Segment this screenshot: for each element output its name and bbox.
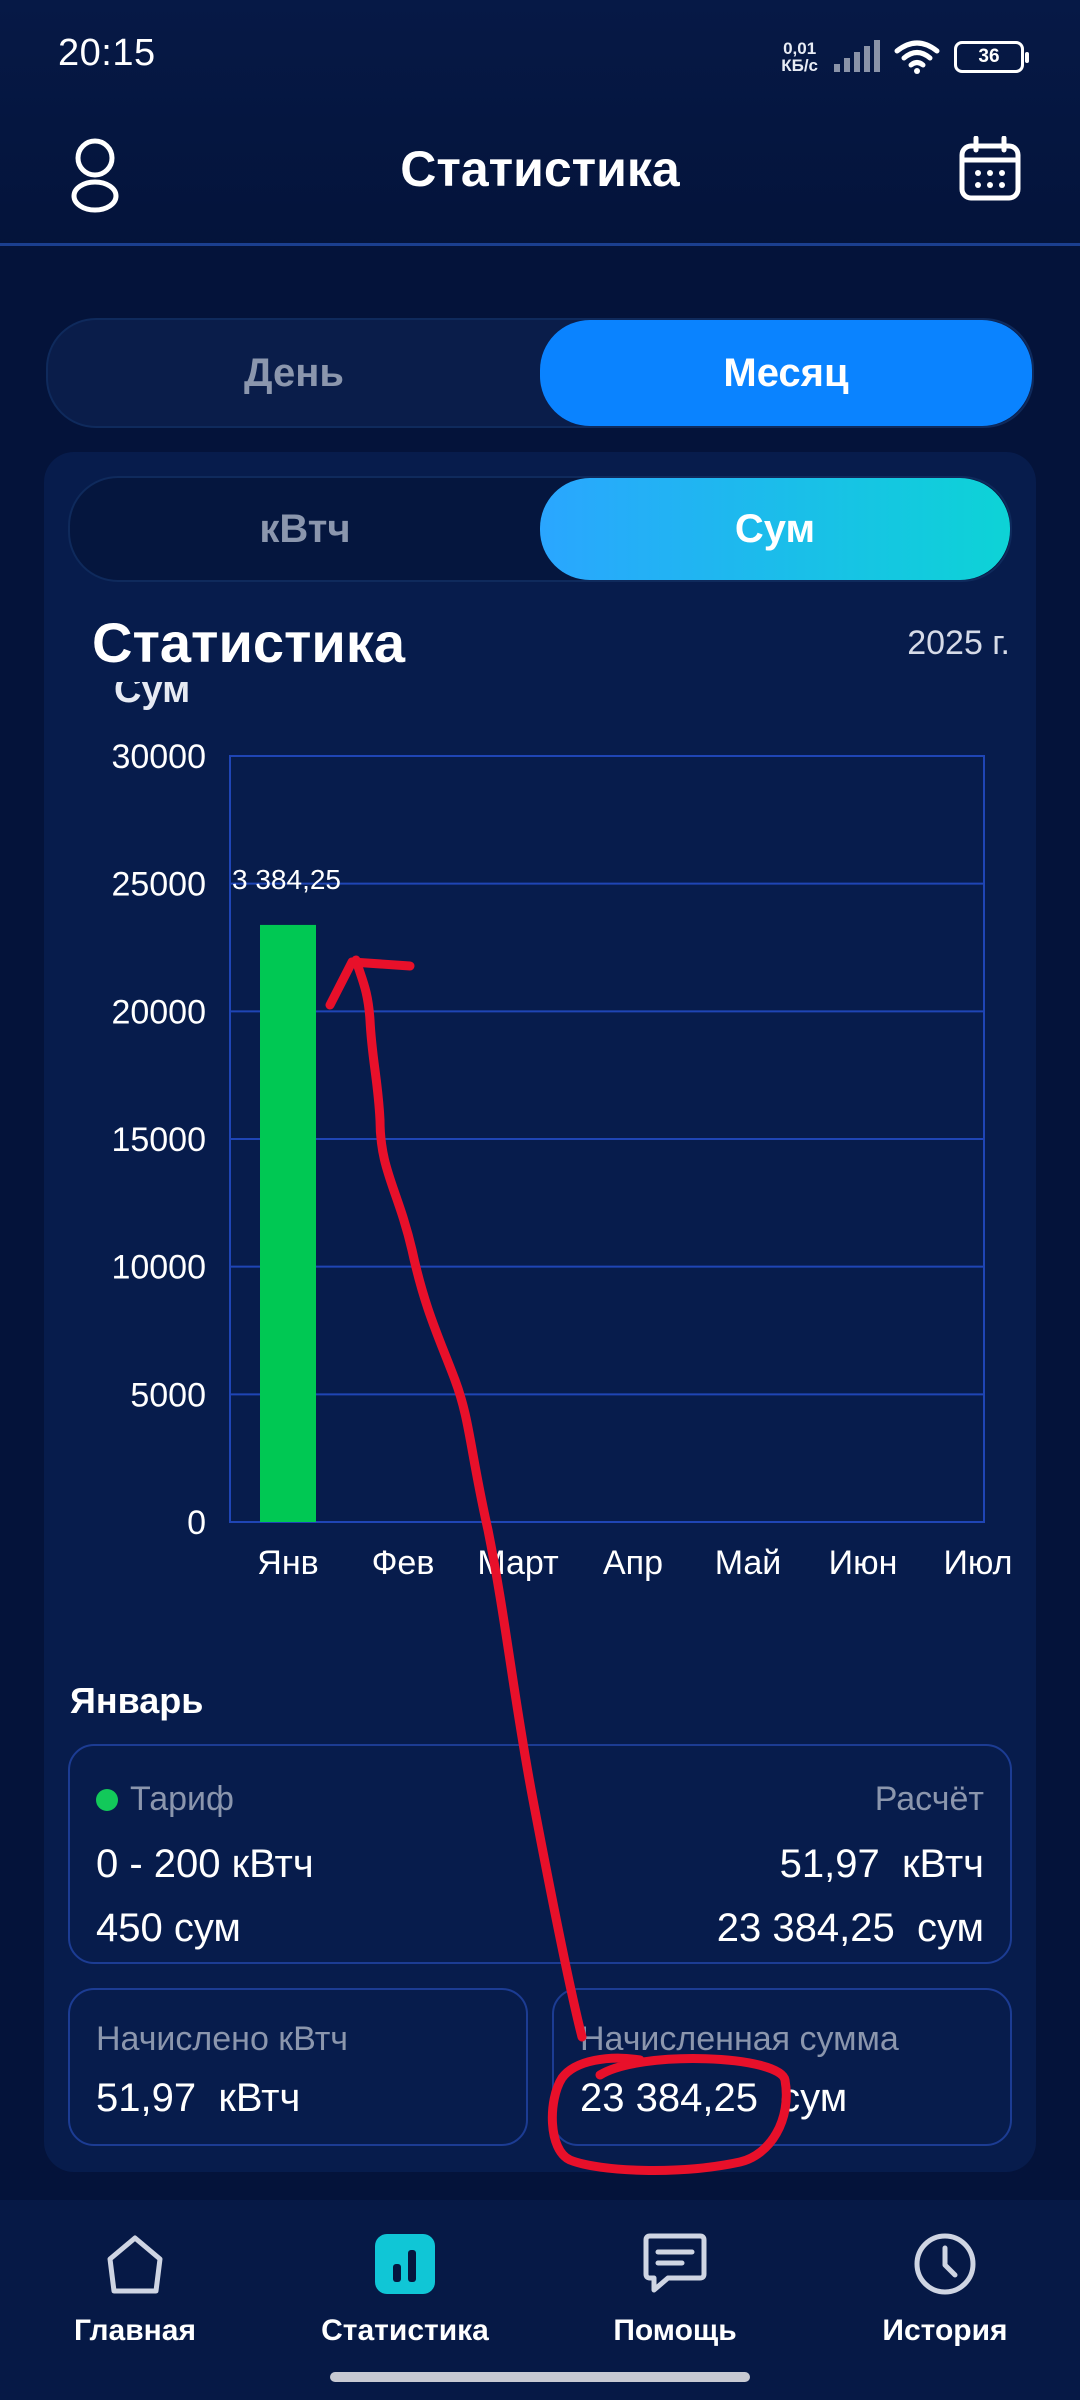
accrued-sum-label: Начисленная сумма bbox=[580, 2020, 899, 2058]
status-bar: 20:15 0,01 КБ/с 36 bbox=[0, 0, 1080, 110]
y-tick-label: 30000 bbox=[111, 738, 206, 776]
card-title: Статистика bbox=[92, 611, 406, 674]
calc-sum: 23 384,25 сум bbox=[716, 1906, 984, 1950]
calendar-icon[interactable] bbox=[958, 136, 1022, 202]
statistics-icon bbox=[375, 2234, 435, 2294]
tariff-label-row: Тариф bbox=[96, 1780, 234, 1819]
clock-icon bbox=[914, 2233, 976, 2295]
wifi-icon bbox=[894, 40, 940, 74]
period-toggle: День Месяц bbox=[46, 318, 1034, 428]
tariff-box: Тариф Расчёт 0 - 200 кВтч 51,97 кВтч 450… bbox=[68, 1744, 1012, 1964]
unit-toggle: кВтч Сум bbox=[68, 476, 1012, 582]
signal-icon bbox=[834, 40, 880, 72]
bottom-nav: Главная Статистика Помощь bbox=[0, 2200, 1080, 2400]
accrued-kwh-value: 51,97 кВтч bbox=[96, 2076, 301, 2120]
x-tick-label: Июн bbox=[829, 1544, 898, 1582]
home-indicator bbox=[330, 2372, 750, 2382]
month-title: Январь bbox=[70, 1680, 204, 1721]
tariff-dot bbox=[96, 1788, 118, 1811]
nav-home-label: Главная bbox=[73, 2314, 196, 2347]
calc-label: Расчёт bbox=[874, 1780, 984, 1818]
y-tick-label: 20000 bbox=[111, 993, 206, 1031]
page-title: Статистика bbox=[400, 141, 680, 197]
network-speed-value: 0,01 bbox=[783, 39, 817, 58]
x-tick-label: Март bbox=[477, 1544, 558, 1582]
tariff-label: Тариф bbox=[130, 1780, 235, 1818]
nav-history[interactable]: История bbox=[830, 2228, 1060, 2348]
bar-chart: Сум 30000 25000 20000 15000 10000 5000 0 Янв Фев М… bbox=[111, 682, 1012, 1582]
profile-icon[interactable] bbox=[60, 134, 130, 216]
accrued-sum-value: 23 384,25 сум bbox=[580, 2076, 848, 2120]
statistics-card: кВтч Сум Статистика 2025 г. Сум 30000 2500… bbox=[44, 452, 1036, 2172]
app-header: Статистика bbox=[0, 110, 1080, 246]
year-label[interactable]: 2025 г. bbox=[907, 624, 1010, 662]
nav-help-label: Помощь bbox=[613, 2314, 737, 2347]
status-time: 20:15 bbox=[58, 32, 156, 74]
x-tick-label: Апр bbox=[603, 1544, 663, 1582]
y-axis-title: Сум bbox=[114, 682, 190, 711]
nav-statistics[interactable]: Статистика bbox=[290, 2228, 520, 2348]
tariff-range: 0 - 200 кВтч bbox=[96, 1842, 314, 1886]
network-speed: 0,01 КБ/с bbox=[781, 40, 818, 74]
x-tick-label: Янв bbox=[257, 1544, 318, 1582]
network-speed-unit: КБ/с bbox=[781, 56, 818, 75]
accrued-kwh-box: Начислено кВтч 51,97 кВтч bbox=[68, 1988, 528, 2146]
accrued-kwh-label: Начислено кВтч bbox=[96, 2020, 349, 2058]
chat-icon bbox=[643, 2233, 707, 2293]
y-tick-label: 0 bbox=[187, 1504, 206, 1542]
calc-kwh: 51,97 кВтч bbox=[779, 1842, 984, 1886]
tab-sum[interactable]: Сум bbox=[540, 478, 1010, 580]
bar-Янв bbox=[260, 924, 316, 1522]
nav-statistics-label: Статистика bbox=[321, 2314, 489, 2347]
y-tick-label: 5000 bbox=[130, 1376, 206, 1414]
tab-kwh[interactable]: кВтч bbox=[259, 506, 351, 551]
x-tick-label: Июл bbox=[943, 1544, 1012, 1582]
y-tick-label: 15000 bbox=[111, 1121, 206, 1159]
y-tick-label: 25000 bbox=[111, 866, 206, 904]
x-tick-label: Май bbox=[715, 1544, 782, 1582]
tab-day[interactable]: День bbox=[244, 350, 344, 395]
battery-level: 36 bbox=[978, 46, 1000, 67]
accrued-sum-box: Начисленная сумма 23 384,25 сум bbox=[552, 1988, 1012, 2146]
nav-home[interactable]: Главная bbox=[20, 2228, 250, 2348]
x-tick-label: Фев bbox=[372, 1544, 435, 1582]
tariff-price: 450 сум bbox=[96, 1906, 241, 1950]
tab-month[interactable]: Месяц bbox=[540, 320, 1032, 426]
battery-icon: 36 bbox=[954, 41, 1029, 73]
status-icons: 0,01 КБ/с 36 bbox=[781, 34, 1029, 80]
y-tick-label: 10000 bbox=[111, 1249, 206, 1287]
nav-history-label: История bbox=[882, 2314, 1008, 2347]
nav-help[interactable]: Помощь bbox=[560, 2228, 790, 2348]
bar-data-label: 3 384,25 bbox=[232, 864, 341, 895]
home-icon bbox=[107, 2235, 163, 2294]
